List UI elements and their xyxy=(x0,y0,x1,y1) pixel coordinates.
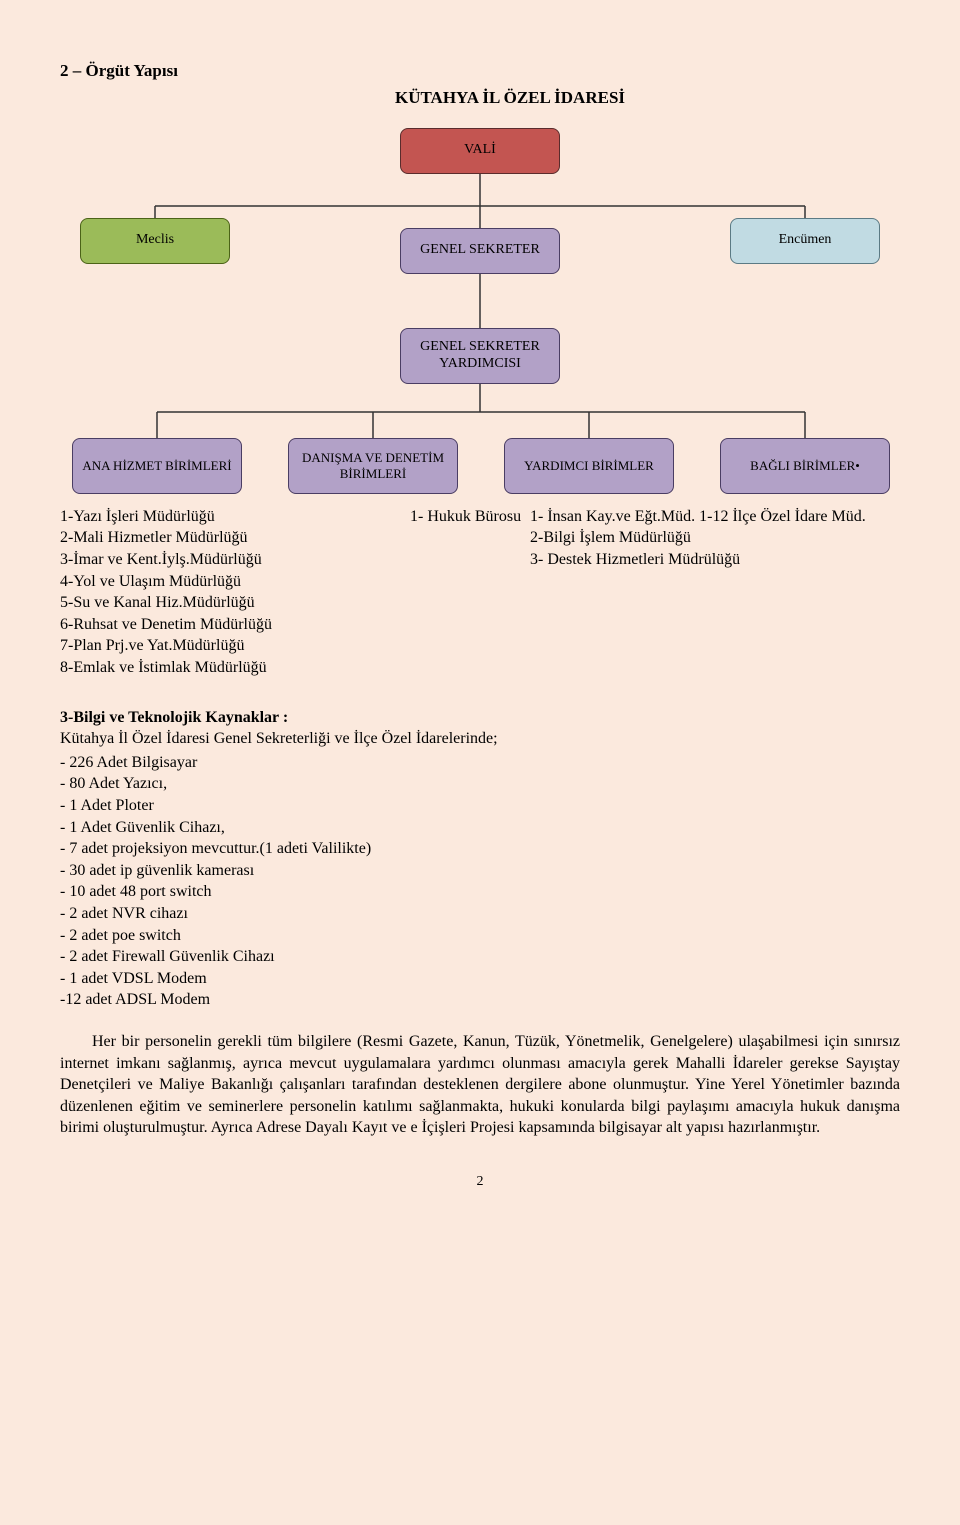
org-node-genel-sekreter-yardimcisi: GENEL SEKRETER YARDIMCISI xyxy=(400,328,560,384)
left-list-item: 6-Ruhsat ve Denetim Müdürlüğü xyxy=(60,614,410,636)
body-paragraph: Her bir personelin gerekli tüm bilgilere… xyxy=(60,1031,900,1139)
org-chart: VALİ Meclis Encümen GENEL SEKRETER GENEL… xyxy=(60,128,900,498)
left-list-item: 4-Yol ve Ulaşım Müdürlüğü xyxy=(60,571,410,593)
mid-list-item: 1- Hukuk Bürosu xyxy=(410,506,530,528)
right-list-item: 1- İnsan Kay.ve Eğt.Müd. 1-12 İlçe Özel … xyxy=(530,506,900,528)
org-node-vali: VALİ xyxy=(400,128,560,174)
org-node-meclis: Meclis xyxy=(80,218,230,264)
left-list-item: 8-Emlak ve İstimlak Müdürlüğü xyxy=(60,657,410,679)
page-number: 2 xyxy=(60,1173,900,1192)
list-item: - 1 Adet Güvenlik Cihazı, xyxy=(60,817,900,839)
section-heading: 2 – Örgüt Yapısı xyxy=(60,60,900,83)
section3-heading: 3-Bilgi ve Teknolojik Kaynaklar : xyxy=(60,707,900,729)
list-item: - 226 Adet Bilgisayar xyxy=(60,752,900,774)
org-node-yardimci-birimler: YARDIMCI BİRİMLER xyxy=(504,438,674,494)
list-item: - 30 adet ip güvenlik kamerası xyxy=(60,860,900,882)
unit-lists: 1-Yazı İşleri Müdürlüğü 1- Hukuk Bürosu … xyxy=(60,506,900,679)
list-item: - 2 adet Firewall Güvenlik Cihazı xyxy=(60,946,900,968)
list-item: - 10 adet 48 port switch xyxy=(60,881,900,903)
left-list-item: 5-Su ve Kanal Hiz.Müdürlüğü xyxy=(60,592,410,614)
org-node-encumen: Encümen xyxy=(730,218,880,264)
list-item: - 7 adet projeksiyon mevcuttur.(1 adeti … xyxy=(60,838,900,860)
org-node-ana-hizmet: ANA HİZMET BİRİMLERİ xyxy=(72,438,242,494)
list-item: - 2 adet poe switch xyxy=(60,925,900,947)
list-item: -12 adet ADSL Modem xyxy=(60,989,900,1011)
left-list-item: 3-İmar ve Kent.İylş.Müdürlüğü xyxy=(60,549,410,571)
list-item: - 80 Adet Yazıcı, xyxy=(60,773,900,795)
left-list-item: 2-Mali Hizmetler Müdürlüğü xyxy=(60,527,410,549)
left-list-item: 1-Yazı İşleri Müdürlüğü xyxy=(60,506,410,528)
org-node-bagli-birimler: BAĞLI BİRİMLER• xyxy=(720,438,890,494)
org-node-danisma-denetim: DANIŞMA VE DENETİM BİRİMLERİ xyxy=(288,438,458,494)
right-list-item: 3- Destek Hizmetleri Müdrülüğü xyxy=(530,549,900,571)
list-item: - 1 adet VDSL Modem xyxy=(60,968,900,990)
right-list-item: 2-Bilgi İşlem Müdürlüğü xyxy=(530,527,900,549)
org-node-genel-sekreter: GENEL SEKRETER xyxy=(400,228,560,274)
org-chart-title: KÜTAHYA İL ÖZEL İDARESİ xyxy=(120,87,900,110)
section3-intro: Kütahya İl Özel İdaresi Genel Sekreterli… xyxy=(60,728,900,750)
left-list-item: 7-Plan Prj.ve Yat.Müdürlüğü xyxy=(60,635,410,657)
list-item: - 1 Adet Ploter xyxy=(60,795,900,817)
resources-list: - 226 Adet Bilgisayar - 80 Adet Yazıcı, … xyxy=(60,752,900,1011)
list-item: - 2 adet NVR cihazı xyxy=(60,903,900,925)
